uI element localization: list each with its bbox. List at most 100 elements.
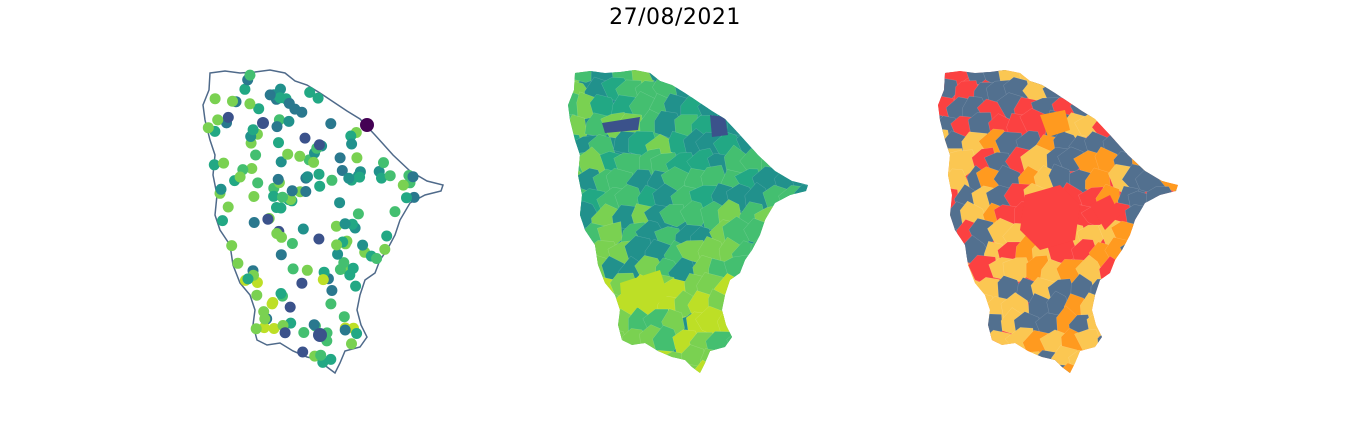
municipality-point xyxy=(326,285,338,296)
municipality-region xyxy=(960,346,986,373)
municipality-region xyxy=(770,93,798,123)
municipality-region xyxy=(1044,55,1070,67)
municipality-region xyxy=(938,365,943,373)
municipality-region xyxy=(795,73,808,102)
municipality-region xyxy=(807,345,808,373)
municipality-region xyxy=(1162,296,1178,325)
municipality-region xyxy=(1160,70,1178,87)
municipality-region xyxy=(1049,70,1077,90)
municipality-region xyxy=(580,368,607,373)
viridis-choropleth-panel xyxy=(560,55,820,385)
municipality-point xyxy=(246,163,258,174)
municipality-region xyxy=(938,112,945,138)
municipality-region xyxy=(1170,325,1178,355)
municipality-region xyxy=(1108,307,1138,337)
municipality-point xyxy=(248,191,260,202)
municipality-region xyxy=(1118,350,1149,373)
municipality-region xyxy=(1020,185,1080,250)
municipality-region xyxy=(1177,131,1178,160)
municipality-point xyxy=(262,213,274,225)
municipality-point xyxy=(297,346,309,358)
municipality-region xyxy=(763,220,794,247)
municipality-point xyxy=(244,69,256,81)
municipality-point xyxy=(250,149,262,161)
municipality-region xyxy=(738,70,762,86)
municipality-point xyxy=(334,197,346,209)
municipality-region xyxy=(1167,150,1178,180)
municipality-region xyxy=(999,353,1030,373)
municipality-region xyxy=(1180,238,1191,268)
municipality-region xyxy=(805,70,808,86)
municipality-region xyxy=(938,149,940,178)
municipality-region xyxy=(568,324,577,357)
municipality-region xyxy=(745,328,773,356)
municipality-region xyxy=(791,343,808,370)
municipality-region xyxy=(1087,70,1118,89)
municipality-region xyxy=(775,79,807,109)
municipality-region xyxy=(938,187,947,211)
municipality-point xyxy=(345,130,357,142)
municipality-point xyxy=(351,152,363,164)
viridis-choropleth-map xyxy=(568,55,820,373)
municipality-region xyxy=(1124,93,1154,124)
municipality-point xyxy=(215,183,227,195)
municipality-region xyxy=(1152,55,1179,69)
municipality-region xyxy=(1127,273,1153,300)
municipality-region xyxy=(1113,325,1144,355)
municipality-point xyxy=(253,103,265,115)
municipality-point xyxy=(232,257,244,269)
municipality-point xyxy=(378,157,389,169)
municipality-region xyxy=(619,70,650,73)
municipality-region xyxy=(810,130,820,157)
municipality-point xyxy=(287,263,299,275)
municipality-region xyxy=(1137,277,1170,307)
municipality-region xyxy=(704,368,737,373)
municipality-region xyxy=(568,313,580,339)
municipality-region xyxy=(945,313,972,337)
municipality-region xyxy=(1133,329,1161,359)
municipality-point xyxy=(300,186,312,197)
municipality-region xyxy=(752,306,781,339)
municipality-point xyxy=(317,274,329,286)
municipality-region xyxy=(781,290,808,319)
municipality-point xyxy=(272,173,284,185)
municipality-region xyxy=(977,348,1008,373)
municipality-region xyxy=(1058,55,1085,69)
municipality-region xyxy=(568,292,591,321)
municipality-point xyxy=(376,172,387,184)
municipality-point xyxy=(308,156,320,168)
municipality-region xyxy=(568,150,570,181)
municipality-region xyxy=(742,77,777,102)
municipality-point xyxy=(264,89,276,101)
municipality-region xyxy=(568,188,577,214)
municipality-region xyxy=(970,55,1000,70)
municipality-region xyxy=(1158,128,1178,158)
municipality-region xyxy=(1126,127,1152,155)
municipality-region xyxy=(571,240,597,268)
municipality-region xyxy=(784,219,808,247)
municipality-region xyxy=(990,70,1018,71)
municipality-region xyxy=(1151,225,1175,250)
municipality-region xyxy=(1170,74,1178,104)
municipality-point xyxy=(384,170,396,182)
municipality-point xyxy=(308,319,320,331)
municipality-point xyxy=(330,220,342,232)
municipality-point xyxy=(257,117,269,129)
municipality-region xyxy=(1105,96,1134,123)
municipality-point xyxy=(275,249,287,261)
municipality-region xyxy=(792,95,808,123)
municipality-point xyxy=(268,190,280,202)
municipality-region xyxy=(955,330,984,358)
municipality-region xyxy=(942,242,969,267)
municipality-point xyxy=(248,217,260,228)
municipality-point xyxy=(338,311,350,323)
municipality-region xyxy=(938,370,964,373)
municipality-point xyxy=(283,97,295,109)
municipality-region xyxy=(797,147,808,174)
municipality-region xyxy=(946,346,973,373)
municipality-region xyxy=(584,55,609,68)
municipality-region xyxy=(938,238,956,266)
municipality-point xyxy=(313,233,325,245)
municipality-region xyxy=(1182,347,1190,377)
municipality-point xyxy=(242,273,254,285)
